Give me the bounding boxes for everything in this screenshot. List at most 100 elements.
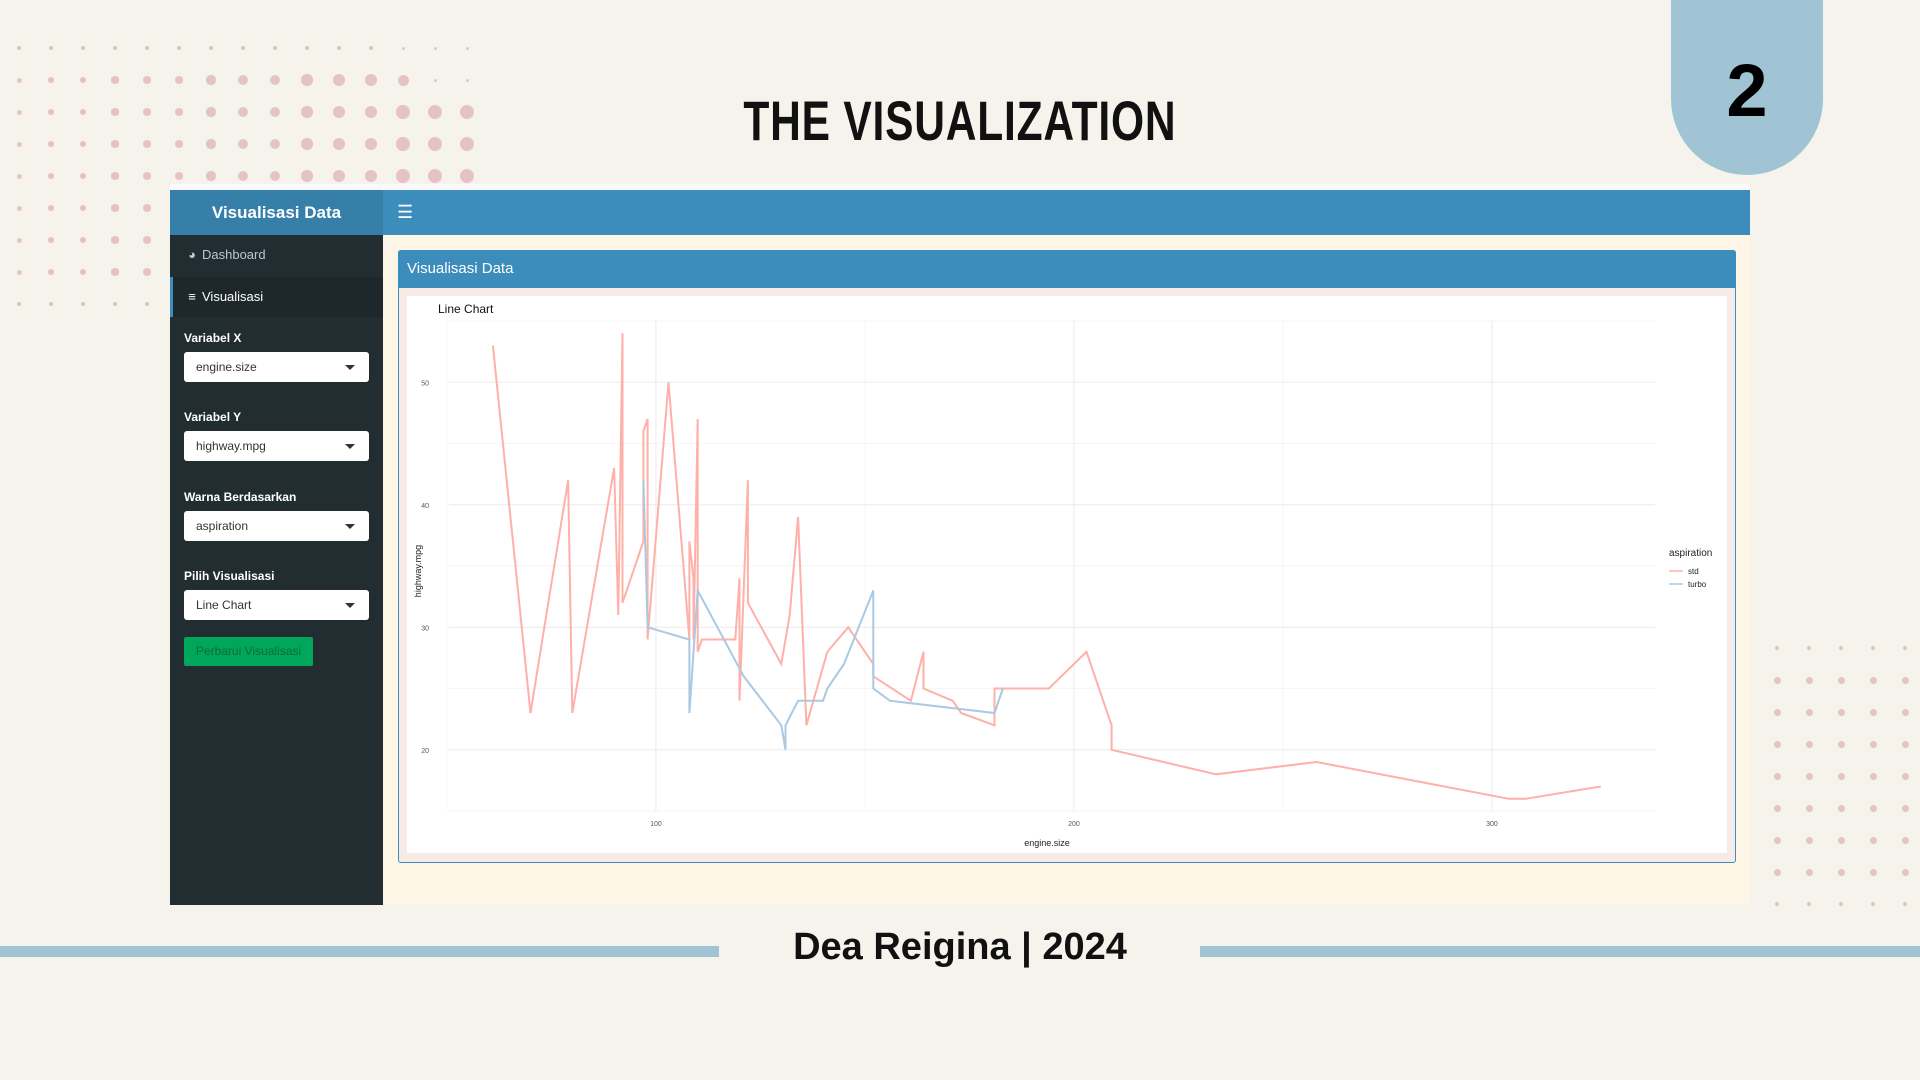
decorative-dot: [174, 171, 184, 181]
decorative-dot: [145, 46, 149, 50]
decorative-dot: [238, 75, 248, 85]
decorative-dot: [396, 137, 410, 151]
decorative-dot: [364, 137, 378, 151]
decorative-dot: [1807, 902, 1811, 906]
decorative-dot: [1901, 804, 1909, 812]
decorative-dot: [1837, 740, 1845, 748]
decorative-dot: [238, 139, 248, 149]
decorative-dot: [81, 46, 85, 50]
decorative-dot: [269, 138, 281, 150]
decorative-dot: [269, 74, 281, 86]
chart-box-title: Visualisasi Data: [398, 250, 1736, 288]
variabel-x-select[interactable]: engine.size: [184, 352, 369, 382]
decorative-dot: [465, 46, 469, 50]
decorative-dot: [1837, 772, 1845, 780]
decorative-dot: [113, 302, 117, 306]
variabel-y-label: Variabel Y: [184, 410, 242, 424]
decorative-dot: [238, 107, 248, 117]
decorative-dot: [1837, 836, 1845, 844]
decorative-dot: [401, 46, 405, 50]
top-navbar: ☰: [383, 190, 1750, 235]
decorative-dot: [396, 105, 410, 119]
decorative-dot: [143, 268, 151, 276]
decorative-dot: [111, 204, 119, 212]
decorative-dot: [174, 75, 184, 85]
chart-icon: ≡: [188, 289, 196, 304]
app-logo: Visualisasi Data: [170, 190, 383, 235]
decorative-dot: [241, 46, 245, 50]
variabel-y-select[interactable]: highway.mpg: [184, 431, 369, 461]
decorative-dot: [16, 173, 22, 179]
decorative-dot: [17, 302, 21, 306]
pilih-visualisasi-select[interactable]: Line Chart: [184, 590, 369, 620]
decorative-dot: [433, 46, 437, 50]
x-axis-label: engine.size: [1024, 838, 1070, 848]
decorative-dot: [16, 269, 22, 275]
decorative-dot: [465, 78, 469, 82]
decorative-dot: [1871, 646, 1875, 650]
slide-number-badge: 2: [1671, 0, 1823, 175]
y-tick-label: 20: [421, 748, 429, 755]
decorative-dot: [143, 76, 151, 84]
decorative-dot: [333, 170, 345, 182]
decorative-dot: [1869, 772, 1877, 780]
decorative-dot: [1775, 646, 1779, 650]
chevron-down-icon: [345, 444, 355, 449]
y-tick-label: 40: [421, 503, 429, 510]
decorative-dot: [269, 106, 281, 118]
pilih-visualisasi-label: Pilih Visualisasi: [184, 569, 275, 583]
decorative-dot: [433, 78, 437, 82]
decorative-dot: [17, 46, 21, 50]
decorative-dot: [143, 204, 151, 212]
series-line-turbo: [642, 480, 1004, 750]
decorative-dot: [459, 104, 475, 120]
decorative-dot: [1773, 708, 1781, 716]
decorative-dot: [305, 46, 309, 50]
decorative-dot: [459, 136, 475, 152]
decorative-dot: [48, 109, 54, 115]
decorative-dot: [333, 106, 345, 118]
decorative-dot: [143, 172, 151, 180]
sidebar-item-visualisasi[interactable]: ≡ Visualisasi: [170, 277, 383, 317]
series-line-std: [491, 333, 1601, 800]
sidebar-item-dashboard[interactable]: ◕ Dashboard: [170, 235, 383, 275]
decorative-dot: [1837, 676, 1845, 684]
select-value: aspiration: [196, 519, 249, 533]
decorative-dot: [269, 170, 281, 182]
decorative-dot: [1837, 868, 1845, 876]
decorative-dot: [48, 173, 54, 179]
decorative-dot: [206, 139, 216, 149]
decorative-dot: [1837, 804, 1845, 812]
decorative-dot: [1839, 646, 1843, 650]
decorative-dot: [113, 46, 117, 50]
update-visualization-button[interactable]: Perbarui Visualisasi: [184, 637, 313, 666]
warna-select[interactable]: aspiration: [184, 511, 369, 541]
decorative-dot: [143, 108, 151, 116]
decorative-dot: [1869, 868, 1877, 876]
decorative-dot: [1869, 740, 1877, 748]
decorative-dot: [1837, 708, 1845, 716]
decorative-dot: [79, 172, 87, 180]
plot-area: 20 30 40 50 100 200 300 Line Chart highway.mpg…: [407, 296, 1727, 853]
decorative-dot: [238, 171, 248, 181]
decorative-dot: [1901, 868, 1909, 876]
hamburger-icon[interactable]: ☰: [397, 202, 414, 222]
decorative-dot: [111, 140, 119, 148]
decorative-dot: [48, 269, 54, 275]
decorative-dot: [1805, 708, 1813, 716]
y-tick-label: 50: [421, 380, 429, 387]
decorative-dot: [301, 138, 313, 150]
decorative-dot: [427, 136, 443, 152]
decorative-dot: [79, 268, 87, 276]
decorative-dot: [49, 302, 53, 306]
decorative-dot: [209, 46, 213, 50]
decorative-dot: [1805, 868, 1813, 876]
footer-bar-left: [0, 946, 719, 957]
decorative-dot: [333, 138, 345, 150]
decorative-dot: [1805, 772, 1813, 780]
decorative-dot: [79, 108, 87, 116]
line-chart: 20 30 40 50 100 200 300 Line Chart highway.mpg…: [413, 302, 1712, 848]
decorative-dot: [174, 139, 184, 149]
chevron-down-icon: [345, 603, 355, 608]
decorative-dot: [1773, 868, 1781, 876]
